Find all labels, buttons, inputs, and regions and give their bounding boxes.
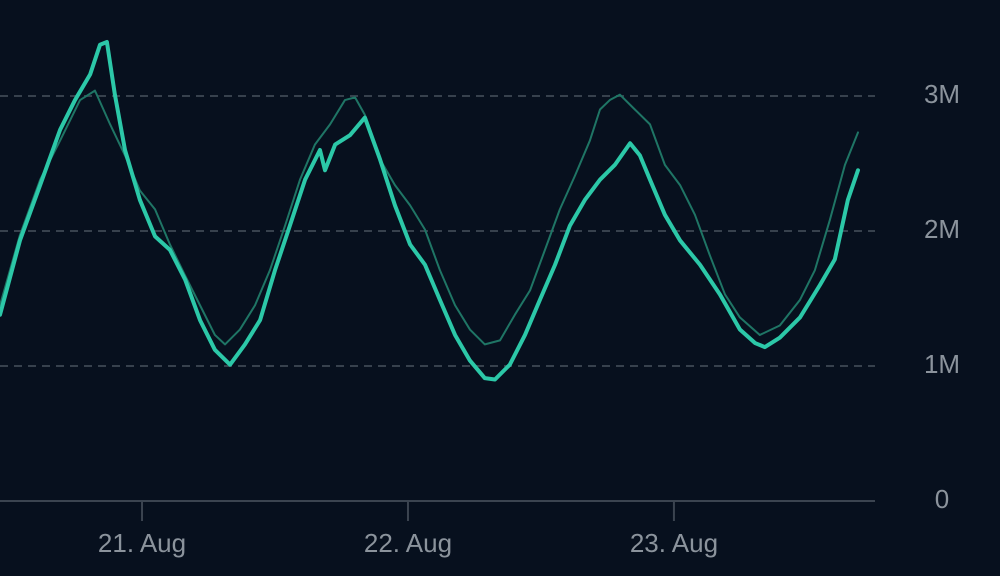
y-tick-label: 3M: [924, 79, 960, 109]
x-tick-label: 22. Aug: [364, 528, 452, 558]
line-series: [0, 89, 859, 346]
y-tick-label: 2M: [924, 214, 960, 244]
x-tick-label: 21. Aug: [98, 528, 186, 558]
y-tick-label: 1M: [924, 349, 960, 379]
x-tick-label: 23. Aug: [630, 528, 718, 558]
y-tick-label: 0: [935, 484, 949, 514]
line-series: [0, 40, 860, 382]
